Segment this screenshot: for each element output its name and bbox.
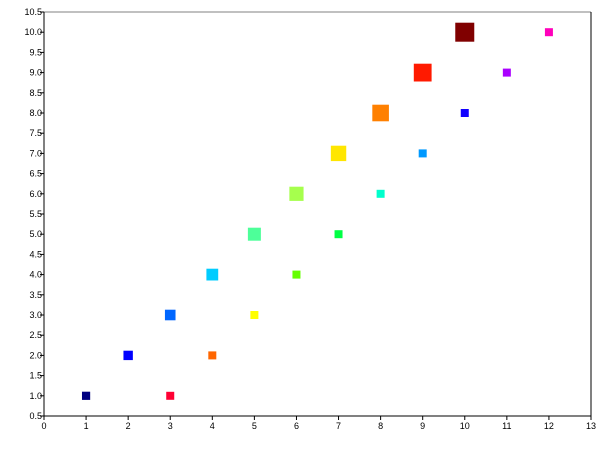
series-1-point [247,227,261,241]
x-tick-label: 2 [126,421,131,431]
series-1-point [206,268,219,281]
x-tick-label: 11 [502,421,511,431]
series-1-point [123,350,133,361]
y-tick-label: 6.5 [29,169,42,179]
y-tick-label: 2.0 [29,350,42,360]
y-tick-label: 10.5 [24,7,42,17]
x-tick-label: 9 [420,421,425,431]
x-tick-label: 8 [378,421,383,431]
series-2-point [460,109,469,117]
y-tick-label: 7.0 [29,148,42,158]
y-tick-label: 9.5 [29,47,42,57]
y-tick-label: 6.0 [29,189,42,199]
series-2-point [334,230,343,239]
x-tick-label: 1 [84,421,89,431]
y-tick-label: 5.5 [29,209,42,219]
series-2-point [376,189,385,198]
series-1-point [164,309,176,321]
series-1-point [289,186,304,201]
x-tick-label: 3 [168,421,173,431]
x-tick-label: 12 [544,421,554,431]
series-2-point [208,351,217,360]
y-tick-label: 4.0 [29,270,42,280]
series-2-point [166,391,175,400]
x-tick-label: 7 [336,421,341,431]
y-tick-label: 8.5 [29,88,42,98]
series-2-point [418,149,427,158]
series-2-point [544,28,553,37]
y-tick-label: 1.0 [29,391,42,401]
y-tick-label: 8.0 [29,108,42,118]
x-tick-label: 13 [586,421,596,431]
y-tick-label: 2.5 [29,330,42,340]
x-tick-label: 0 [41,421,46,431]
series-2-point [250,311,259,319]
x-tick-label: 6 [294,421,299,431]
y-tick-label: 4.5 [29,249,42,259]
series-2-point [502,68,511,77]
y-tick-label: 7.5 [29,128,42,138]
series-1-point [330,145,347,162]
y-tick-label: 9.0 [29,68,42,78]
y-tick-label: 1.5 [29,371,42,381]
series-1-point [413,63,432,82]
x-tick-label: 5 [252,421,257,431]
series-1-point [455,22,475,42]
y-tick-label: 3.5 [29,290,42,300]
x-tick-label: 10 [460,421,470,431]
x-tick-label: 4 [210,421,215,431]
y-tick-label: 3.0 [29,310,42,320]
series-1-point [372,104,389,122]
y-tick-label: 0.5 [29,411,42,421]
series-1-point [81,391,91,400]
y-tick-label: 10.0 [24,27,42,37]
y-tick-label: 5.0 [29,229,42,239]
series-2-point [292,270,301,279]
